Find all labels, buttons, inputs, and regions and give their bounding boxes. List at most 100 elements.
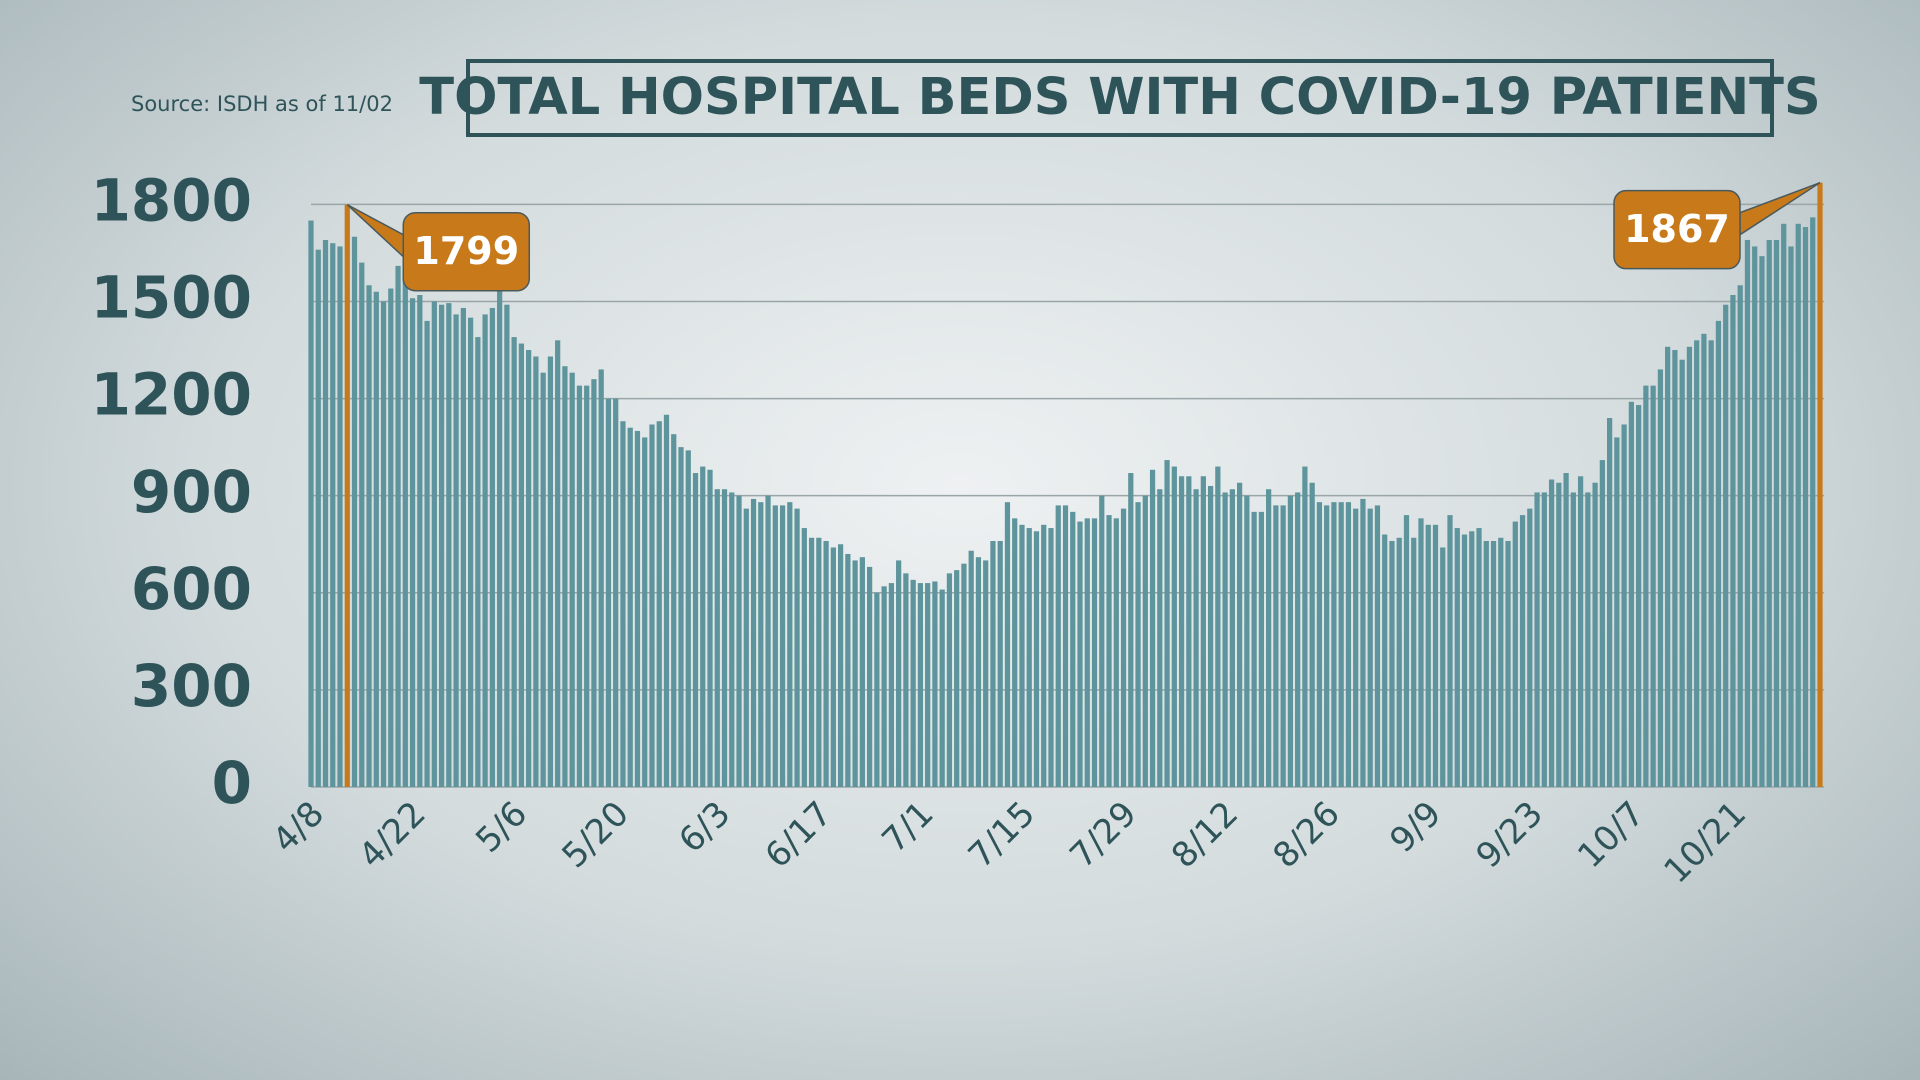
bar: [1128, 473, 1134, 787]
bar: [337, 246, 343, 787]
bar: [1324, 505, 1330, 787]
bar: [576, 385, 583, 787]
bar: [975, 557, 982, 787]
bar: [758, 502, 764, 787]
bar: [1665, 346, 1671, 787]
chart-title: TOTAL HOSPITAL BEDS WITH COVID-19 PATIEN…: [419, 68, 1820, 127]
bar: [1701, 333, 1707, 787]
bar: [925, 583, 931, 787]
bar: [1389, 541, 1395, 787]
value-label: 1867: [1624, 207, 1730, 251]
bar: [1621, 424, 1627, 787]
x-tick-label: 4/22: [351, 794, 433, 876]
bar: [990, 541, 996, 787]
bar: [1367, 508, 1373, 787]
x-tick-label: 8/12: [1164, 794, 1246, 876]
bar: [351, 236, 358, 788]
callout-box: [402, 211, 531, 292]
bar: [1360, 498, 1366, 787]
bar: [511, 337, 517, 787]
bar: [359, 262, 365, 787]
bar: [1715, 320, 1722, 787]
bar: [1694, 340, 1700, 787]
bar: [417, 295, 423, 787]
bar: [1229, 489, 1235, 787]
bar: [750, 498, 757, 787]
bar: [1628, 401, 1634, 787]
bar: [1744, 239, 1751, 787]
bar: [1810, 217, 1816, 787]
bar: [569, 372, 575, 787]
bar: [584, 385, 590, 787]
bar: [1353, 508, 1359, 787]
bar: [540, 372, 546, 787]
bar: [1287, 495, 1294, 787]
bar: [431, 301, 437, 787]
bar: [1650, 385, 1656, 787]
bar: [1752, 246, 1758, 787]
bar: [1222, 492, 1228, 787]
bar: [1374, 505, 1381, 787]
bar: [605, 398, 612, 787]
bar: [1483, 541, 1489, 787]
bar: [707, 469, 713, 787]
bar: [518, 343, 525, 787]
bar: [1461, 534, 1468, 787]
bar: [1759, 256, 1765, 787]
bar: [1570, 492, 1576, 787]
bar: [344, 204, 350, 787]
bar: [1316, 502, 1323, 787]
bar: [1440, 547, 1446, 787]
bar: [779, 505, 786, 787]
bar: [867, 566, 873, 787]
bar: [1149, 469, 1156, 787]
bar: [1200, 476, 1206, 787]
bar: [446, 303, 452, 787]
bar: [1403, 515, 1410, 787]
bar: [874, 592, 880, 787]
bar: [453, 314, 459, 787]
bar: [1519, 515, 1526, 787]
bar: [1556, 482, 1562, 787]
bar: [1237, 482, 1243, 787]
bar: [743, 508, 749, 787]
bar: [402, 267, 408, 788]
x-tick-label: 5/6: [468, 794, 535, 861]
bar: [1004, 502, 1011, 787]
bar: [1766, 239, 1772, 787]
bar: [678, 447, 684, 787]
bar: [627, 427, 633, 787]
bar: [1425, 524, 1431, 787]
x-tick-label: 7/29: [1062, 794, 1144, 876]
bar: [837, 544, 844, 787]
bar: [1091, 518, 1098, 787]
bar: [1331, 502, 1337, 787]
bar: [1606, 418, 1613, 787]
bar: [1171, 466, 1177, 787]
bar: [1563, 473, 1569, 787]
bar: [1454, 528, 1460, 787]
bar: [1280, 505, 1286, 787]
bar: [997, 541, 1003, 787]
x-tick-label: 10/7: [1570, 794, 1652, 876]
bar: [1657, 369, 1664, 787]
bar: [1498, 537, 1504, 787]
bar: [765, 495, 771, 787]
y-tick-label: 1800: [91, 166, 252, 234]
bar: [1041, 524, 1047, 787]
callout-pointer: [1739, 181, 1821, 237]
bar: [1266, 489, 1272, 787]
bar: [1512, 521, 1518, 787]
bar: [1636, 405, 1642, 787]
bar: [859, 557, 865, 787]
bar: [1295, 492, 1301, 787]
bar: [888, 583, 894, 787]
bar: [1302, 466, 1308, 787]
bar: [1026, 528, 1032, 787]
bar: [598, 369, 604, 787]
bar: [1599, 460, 1605, 787]
bar: [1113, 518, 1119, 787]
x-tick-label: 6/3: [671, 794, 738, 861]
bar: [1643, 385, 1649, 787]
